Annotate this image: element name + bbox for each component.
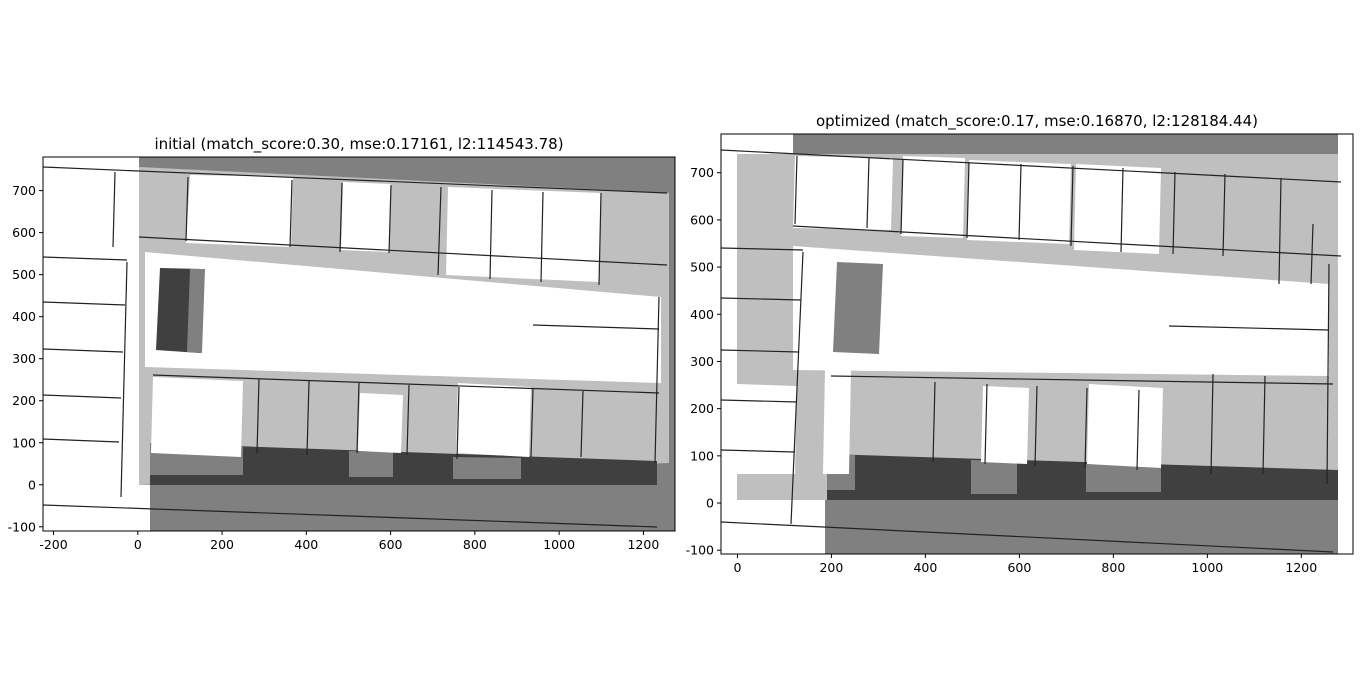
initial-y-tick-label: 0 <box>28 477 36 492</box>
initial-y-tick-label: -100 <box>8 519 36 534</box>
overlap-band <box>150 443 657 485</box>
initial-y-tick-label: 200 <box>12 393 36 408</box>
overlap-band <box>827 454 1338 500</box>
optimized-title: optimized (match_score:0.17, mse:0.16870… <box>816 112 1258 131</box>
optimized-x-tick-label: 600 <box>1007 560 1031 575</box>
optimized-x-tick-label: 1000 <box>1191 560 1223 575</box>
initial-x-tick-label: 400 <box>294 537 318 552</box>
optimized-axes-frame <box>720 133 1354 555</box>
initial-panel: initial (match_score:0.30, mse:0.17161, … <box>8 135 676 552</box>
optimized-y-tick-label: 200 <box>690 401 714 416</box>
optimized-x-tick-label: 1200 <box>1285 560 1317 575</box>
optimized-y-ticks: -100 0 100 200 300 400 500 600 700 <box>686 165 721 558</box>
initial-x-tick-label: 1000 <box>543 537 575 552</box>
initial-y-tick-label: 700 <box>12 183 36 198</box>
initial-x-tick-label: 600 <box>379 537 403 552</box>
walls <box>721 149 1342 553</box>
optimized-panel: optimized (match_score:0.17, mse:0.16870… <box>686 112 1354 575</box>
optimized-x-tick-label: 200 <box>819 560 843 575</box>
optimized-y-tick-label: 0 <box>706 496 714 511</box>
initial-axes-frame <box>42 156 676 532</box>
optimized-x-tick-label: 800 <box>1101 560 1125 575</box>
initial-x-tick-label: 800 <box>463 537 487 552</box>
initial-x-tick-label: 0 <box>134 537 142 552</box>
initial-x-tick-label: -200 <box>39 537 67 552</box>
optimized-x-tick-label: 400 <box>913 560 937 575</box>
unknown-block <box>833 262 883 354</box>
initial-x-tick-label: 200 <box>210 537 234 552</box>
optimized-y-tick-label: 500 <box>690 260 714 275</box>
initial-x-tick-label: 1200 <box>627 537 659 552</box>
initial-title: initial (match_score:0.30, mse:0.17161, … <box>154 135 563 154</box>
optimized-x-tick-label: 0 <box>733 560 741 575</box>
initial-y-tick-label: 500 <box>12 267 36 282</box>
walls <box>43 166 668 528</box>
free-corridor <box>145 252 661 383</box>
optimized-y-tick-label: 400 <box>690 307 714 322</box>
optimized-map-image <box>721 134 1353 554</box>
initial-y-tick-label: 100 <box>12 435 36 450</box>
optimized-x-ticks: 0 200 400 600 800 1000 1200 <box>733 554 1317 575</box>
initial-map-image <box>43 157 675 531</box>
optimized-y-tick-label: 300 <box>690 354 714 369</box>
initial-y-tick-label: 300 <box>12 351 36 366</box>
free-corridor <box>793 246 1329 376</box>
optimized-y-tick-label: -100 <box>686 543 714 558</box>
optimized-y-tick-label: 100 <box>690 448 714 463</box>
optimized-y-tick-label: 700 <box>690 165 714 180</box>
initial-y-ticks: -100 0 100 200 300 400 500 600 700 <box>8 183 43 534</box>
initial-y-tick-label: 600 <box>12 225 36 240</box>
initial-x-ticks: -200 0 200 400 600 800 1000 1200 <box>39 531 659 552</box>
optimized-y-tick-label: 600 <box>690 212 714 227</box>
initial-y-tick-label: 400 <box>12 309 36 324</box>
